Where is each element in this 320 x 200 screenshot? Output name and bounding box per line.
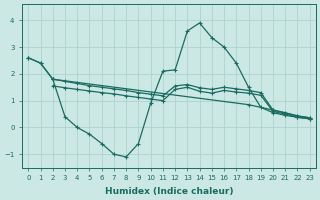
X-axis label: Humidex (Indice chaleur): Humidex (Indice chaleur) (105, 187, 233, 196)
